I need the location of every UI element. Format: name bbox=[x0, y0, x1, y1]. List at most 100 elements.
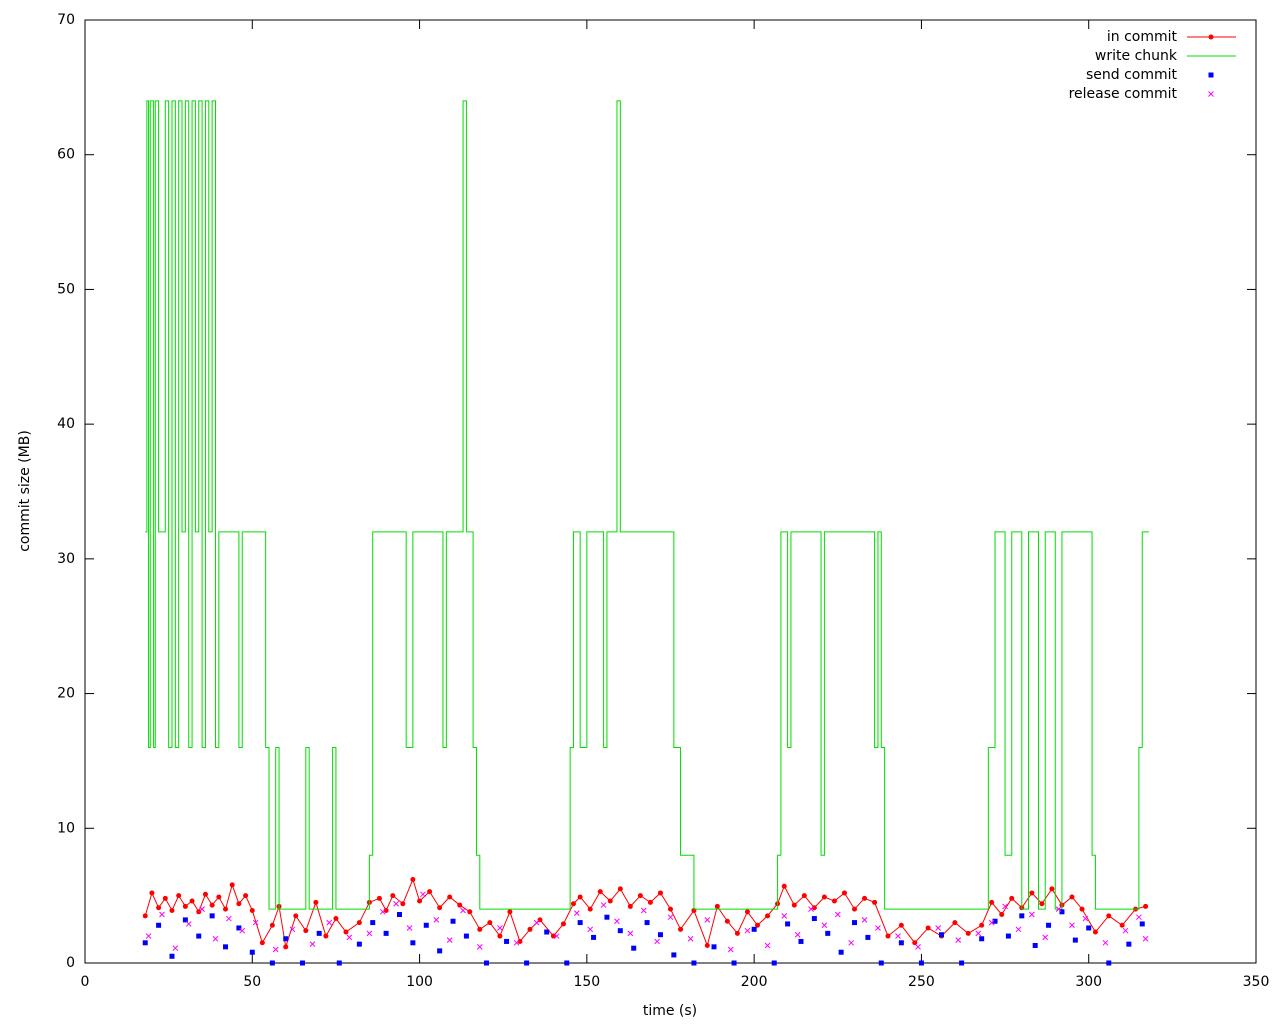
point bbox=[289, 926, 296, 933]
point bbox=[196, 933, 202, 939]
point bbox=[433, 917, 440, 923]
point bbox=[236, 925, 242, 931]
point bbox=[145, 933, 152, 939]
point bbox=[487, 920, 493, 926]
point bbox=[550, 933, 556, 939]
plot-frame bbox=[84, 19, 1257, 964]
point bbox=[142, 913, 148, 919]
point bbox=[1019, 913, 1025, 919]
x-tick-label: 200 bbox=[741, 974, 768, 990]
y-tick-label: 0 bbox=[66, 955, 75, 971]
point bbox=[1086, 925, 1092, 931]
y-tick-label: 50 bbox=[57, 281, 75, 297]
point bbox=[457, 902, 463, 908]
point bbox=[410, 940, 416, 946]
point bbox=[1142, 935, 1149, 942]
point bbox=[965, 930, 971, 936]
point bbox=[323, 933, 329, 939]
point bbox=[627, 930, 634, 937]
point bbox=[838, 949, 844, 955]
point bbox=[1092, 929, 1098, 935]
point bbox=[283, 936, 289, 942]
point bbox=[834, 911, 841, 918]
point bbox=[691, 960, 697, 966]
point bbox=[507, 909, 513, 915]
point bbox=[885, 933, 891, 939]
point bbox=[236, 901, 242, 907]
point bbox=[447, 894, 453, 900]
point bbox=[427, 889, 433, 895]
y-tick-label: 30 bbox=[57, 551, 75, 567]
point bbox=[420, 891, 426, 898]
point bbox=[952, 920, 958, 926]
point bbox=[678, 926, 684, 932]
point bbox=[898, 922, 904, 928]
point bbox=[182, 903, 188, 909]
point bbox=[1119, 922, 1125, 928]
point bbox=[852, 920, 858, 926]
point bbox=[727, 946, 734, 953]
point bbox=[751, 926, 757, 932]
point bbox=[711, 944, 717, 950]
point bbox=[393, 900, 400, 907]
point bbox=[915, 943, 921, 950]
y-tick-label: 10 bbox=[57, 820, 75, 836]
point bbox=[714, 903, 720, 909]
point bbox=[591, 934, 597, 940]
point bbox=[169, 953, 175, 959]
x-tick-label: 0 bbox=[81, 974, 90, 990]
x-tick-label: 250 bbox=[908, 974, 935, 990]
point bbox=[587, 926, 594, 933]
point bbox=[724, 918, 730, 924]
point bbox=[614, 918, 620, 925]
point bbox=[577, 894, 583, 900]
point bbox=[533, 919, 540, 926]
point bbox=[979, 922, 985, 928]
point bbox=[476, 943, 483, 950]
point bbox=[979, 936, 985, 942]
x-tick-label: 150 bbox=[573, 974, 600, 990]
point bbox=[156, 905, 162, 911]
point bbox=[272, 946, 279, 953]
point bbox=[999, 912, 1005, 918]
point bbox=[587, 906, 593, 912]
point bbox=[182, 917, 188, 923]
x-tick-label: 300 bbox=[1075, 974, 1102, 990]
point bbox=[406, 925, 413, 931]
point bbox=[239, 927, 246, 934]
point bbox=[647, 899, 653, 905]
point bbox=[1009, 895, 1015, 901]
point bbox=[383, 930, 389, 936]
point bbox=[831, 898, 837, 904]
point bbox=[172, 945, 179, 952]
point bbox=[450, 918, 456, 924]
point bbox=[798, 938, 804, 944]
x-tick-label: 50 bbox=[243, 974, 261, 990]
point bbox=[346, 934, 353, 941]
point bbox=[185, 921, 192, 927]
point bbox=[925, 925, 931, 931]
legend-swatch bbox=[1208, 72, 1214, 78]
point bbox=[1046, 922, 1052, 928]
point bbox=[299, 960, 305, 966]
point bbox=[1082, 915, 1089, 922]
legend-swatch bbox=[1208, 91, 1214, 97]
point bbox=[975, 930, 982, 937]
point bbox=[553, 933, 560, 939]
point bbox=[326, 919, 333, 926]
point bbox=[785, 921, 791, 927]
point bbox=[156, 922, 162, 928]
point bbox=[821, 922, 828, 929]
point bbox=[376, 895, 382, 901]
point bbox=[313, 899, 319, 905]
point bbox=[811, 916, 817, 922]
point bbox=[765, 913, 771, 919]
point bbox=[731, 960, 737, 966]
point bbox=[142, 940, 148, 946]
point bbox=[446, 937, 453, 943]
point bbox=[627, 903, 633, 909]
point bbox=[390, 893, 396, 899]
x-axis-label: time (s) bbox=[643, 1003, 697, 1019]
point bbox=[1042, 934, 1049, 941]
point bbox=[825, 930, 831, 936]
